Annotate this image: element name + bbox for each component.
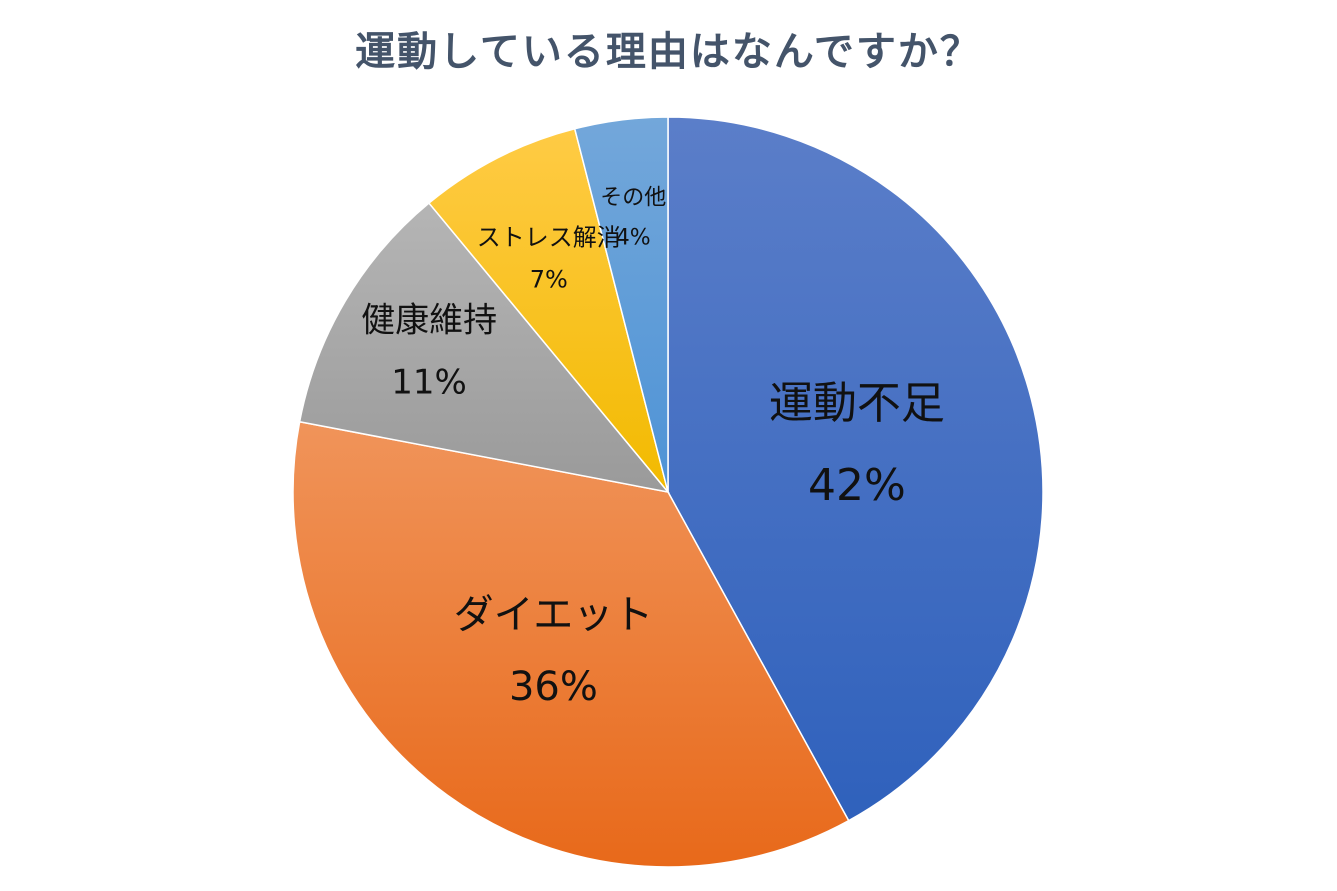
- slice-percent-label: 7%: [530, 266, 568, 294]
- slice-category-label: 健康維持: [361, 301, 497, 341]
- slice-percent-label: 4%: [616, 225, 651, 250]
- pie-slice: [298, 202, 670, 494]
- pie-slice: [667, 116, 1044, 822]
- slice-percent-label: 36%: [509, 664, 598, 710]
- slice-percent-label: 42%: [808, 460, 906, 511]
- pie-slice: [427, 127, 669, 493]
- slice-percent-label: 11%: [391, 363, 467, 403]
- pie-slice: [292, 420, 850, 868]
- slice-category-label: その他: [600, 185, 666, 210]
- slice-category-label: ストレス解消: [477, 224, 621, 252]
- slice-category-label: 運動不足: [769, 378, 945, 429]
- slice-category-label: ダイエット: [454, 592, 654, 638]
- pie-slice: [573, 116, 669, 493]
- chart-title: 運動している理由はなんですか？: [355, 29, 982, 75]
